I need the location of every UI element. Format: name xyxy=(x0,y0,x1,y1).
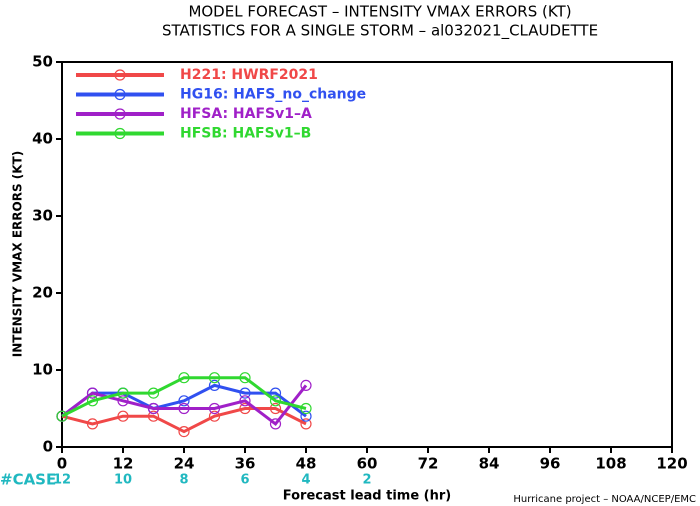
x-tick-label: 48 xyxy=(296,455,317,473)
x-axis-label: Forecast lead time (hr) xyxy=(283,489,451,504)
data-point xyxy=(239,387,251,399)
x-tick-label: 96 xyxy=(540,455,561,473)
data-point xyxy=(178,402,190,415)
legend-label: HFSA: HAFSv1–A xyxy=(180,106,312,122)
data-point xyxy=(269,402,282,415)
x-tick-label: 120 xyxy=(656,455,687,473)
legend-marker xyxy=(114,127,126,140)
x-tick-label: 72 xyxy=(418,455,439,473)
x-tick-label: 24 xyxy=(174,455,195,473)
case-count: 6 xyxy=(240,473,249,488)
series-line xyxy=(61,384,308,426)
data-point xyxy=(147,387,160,399)
case-count: 2 xyxy=(362,473,371,488)
y-tick-label: 50 xyxy=(32,53,53,71)
x-tick-label: 84 xyxy=(479,455,500,473)
y-tick-label: 10 xyxy=(32,361,53,379)
data-point xyxy=(208,379,221,391)
data-point xyxy=(208,372,221,384)
legend-marker xyxy=(114,69,126,81)
data-point xyxy=(208,410,221,422)
case-count: 10 xyxy=(114,473,132,488)
case-label: #CASE xyxy=(0,471,56,489)
data-point xyxy=(86,418,99,430)
y-tick-label: 30 xyxy=(32,207,53,225)
series-line xyxy=(61,407,307,434)
legend-label: HG16: HAFS_no_change xyxy=(180,87,366,103)
legend-marker xyxy=(114,88,126,101)
y-axis-label: INTENSITY VMAX ERRORS (KT) xyxy=(11,151,25,357)
case-count: 8 xyxy=(179,473,188,488)
data-point xyxy=(117,410,129,422)
chart-title: MODEL FORECAST – INTENSITY VMAX ERRORS (… xyxy=(188,3,571,21)
x-tick-label: 12 xyxy=(113,455,134,473)
x-tick-label: 108 xyxy=(595,455,626,473)
data-point xyxy=(86,387,99,399)
data-point xyxy=(300,379,312,391)
data-point xyxy=(56,410,68,422)
case-count: 4 xyxy=(301,473,310,488)
data-point xyxy=(300,402,312,415)
x-tick-label: 36 xyxy=(235,455,256,473)
chart-subtitle: STATISTICS FOR A SINGLE STORM – al032021… xyxy=(162,22,598,41)
x-tick-label: 60 xyxy=(357,455,378,473)
data-point xyxy=(178,426,190,438)
data-point xyxy=(178,372,190,384)
footer: Hurricane project – NOAA/NCEP/EMC xyxy=(513,494,696,505)
data-point xyxy=(269,418,282,430)
data-point xyxy=(208,402,221,415)
data-point xyxy=(147,402,160,415)
legend-marker xyxy=(114,108,126,120)
data-point xyxy=(117,395,129,407)
y-tick-label: 40 xyxy=(32,130,53,148)
series-line xyxy=(61,376,307,418)
y-tick-label: 0 xyxy=(43,438,53,456)
legend-label: HFSB: HAFSv1–B xyxy=(180,126,311,142)
legend-label: H221: HWRF2021 xyxy=(180,67,318,83)
data-point xyxy=(300,418,312,430)
y-tick-label: 20 xyxy=(32,284,53,302)
data-point xyxy=(300,410,312,422)
case-count: 12 xyxy=(53,473,71,488)
data-point xyxy=(147,410,160,422)
data-point xyxy=(178,395,190,407)
data-point xyxy=(239,395,251,407)
data-point xyxy=(239,372,251,384)
data-point xyxy=(269,387,282,399)
data-point xyxy=(86,395,99,407)
data-point xyxy=(239,402,251,415)
plot-frame xyxy=(61,61,673,448)
data-point xyxy=(117,387,129,399)
data-point xyxy=(269,395,282,407)
x-tick-label: 0 xyxy=(57,455,67,473)
